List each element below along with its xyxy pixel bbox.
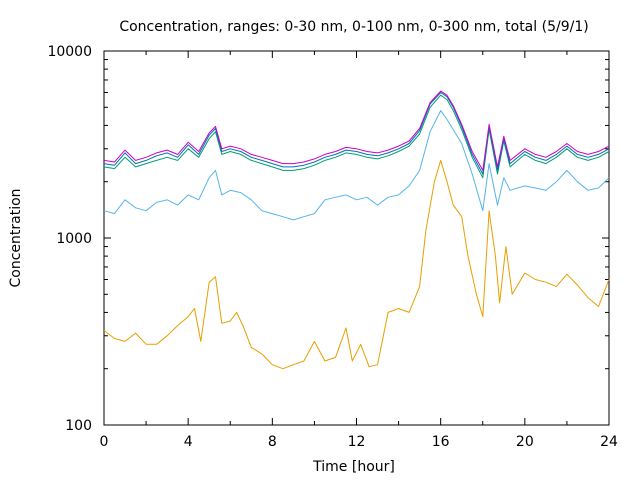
x-tick-label: 12 — [348, 434, 366, 450]
x-tick-label: 8 — [268, 434, 277, 450]
series-line-2 — [103, 110, 610, 221]
x-axis-title: Time [hour] — [312, 459, 395, 475]
x-tick-label: 24 — [600, 434, 618, 450]
y-axis-ticks: 100 1000 10000 — [47, 44, 609, 434]
series-group — [103, 90, 610, 370]
series-line-1 — [103, 159, 610, 370]
y-axis-title: Concentration — [8, 188, 24, 287]
x-tick-label: 16 — [432, 434, 450, 450]
series-line-3 — [103, 94, 610, 179]
y-tick-label: 1000 — [56, 231, 92, 247]
series-line-5 — [103, 90, 610, 171]
y-tick-label: 100 — [65, 418, 92, 434]
x-tick-label: 4 — [184, 434, 193, 450]
chart-title: Concentration, ranges: 0-30 nm, 0-100 nm… — [119, 19, 588, 35]
x-tick-label: 0 — [100, 434, 109, 450]
series-line-4 — [103, 92, 610, 175]
x-axis-ticks: 0 4 8 12 16 20 24 — [100, 51, 618, 450]
y-tick-label: 10000 — [47, 44, 92, 60]
plot-frame — [103, 50, 610, 426]
x-tick-label: 20 — [516, 434, 534, 450]
